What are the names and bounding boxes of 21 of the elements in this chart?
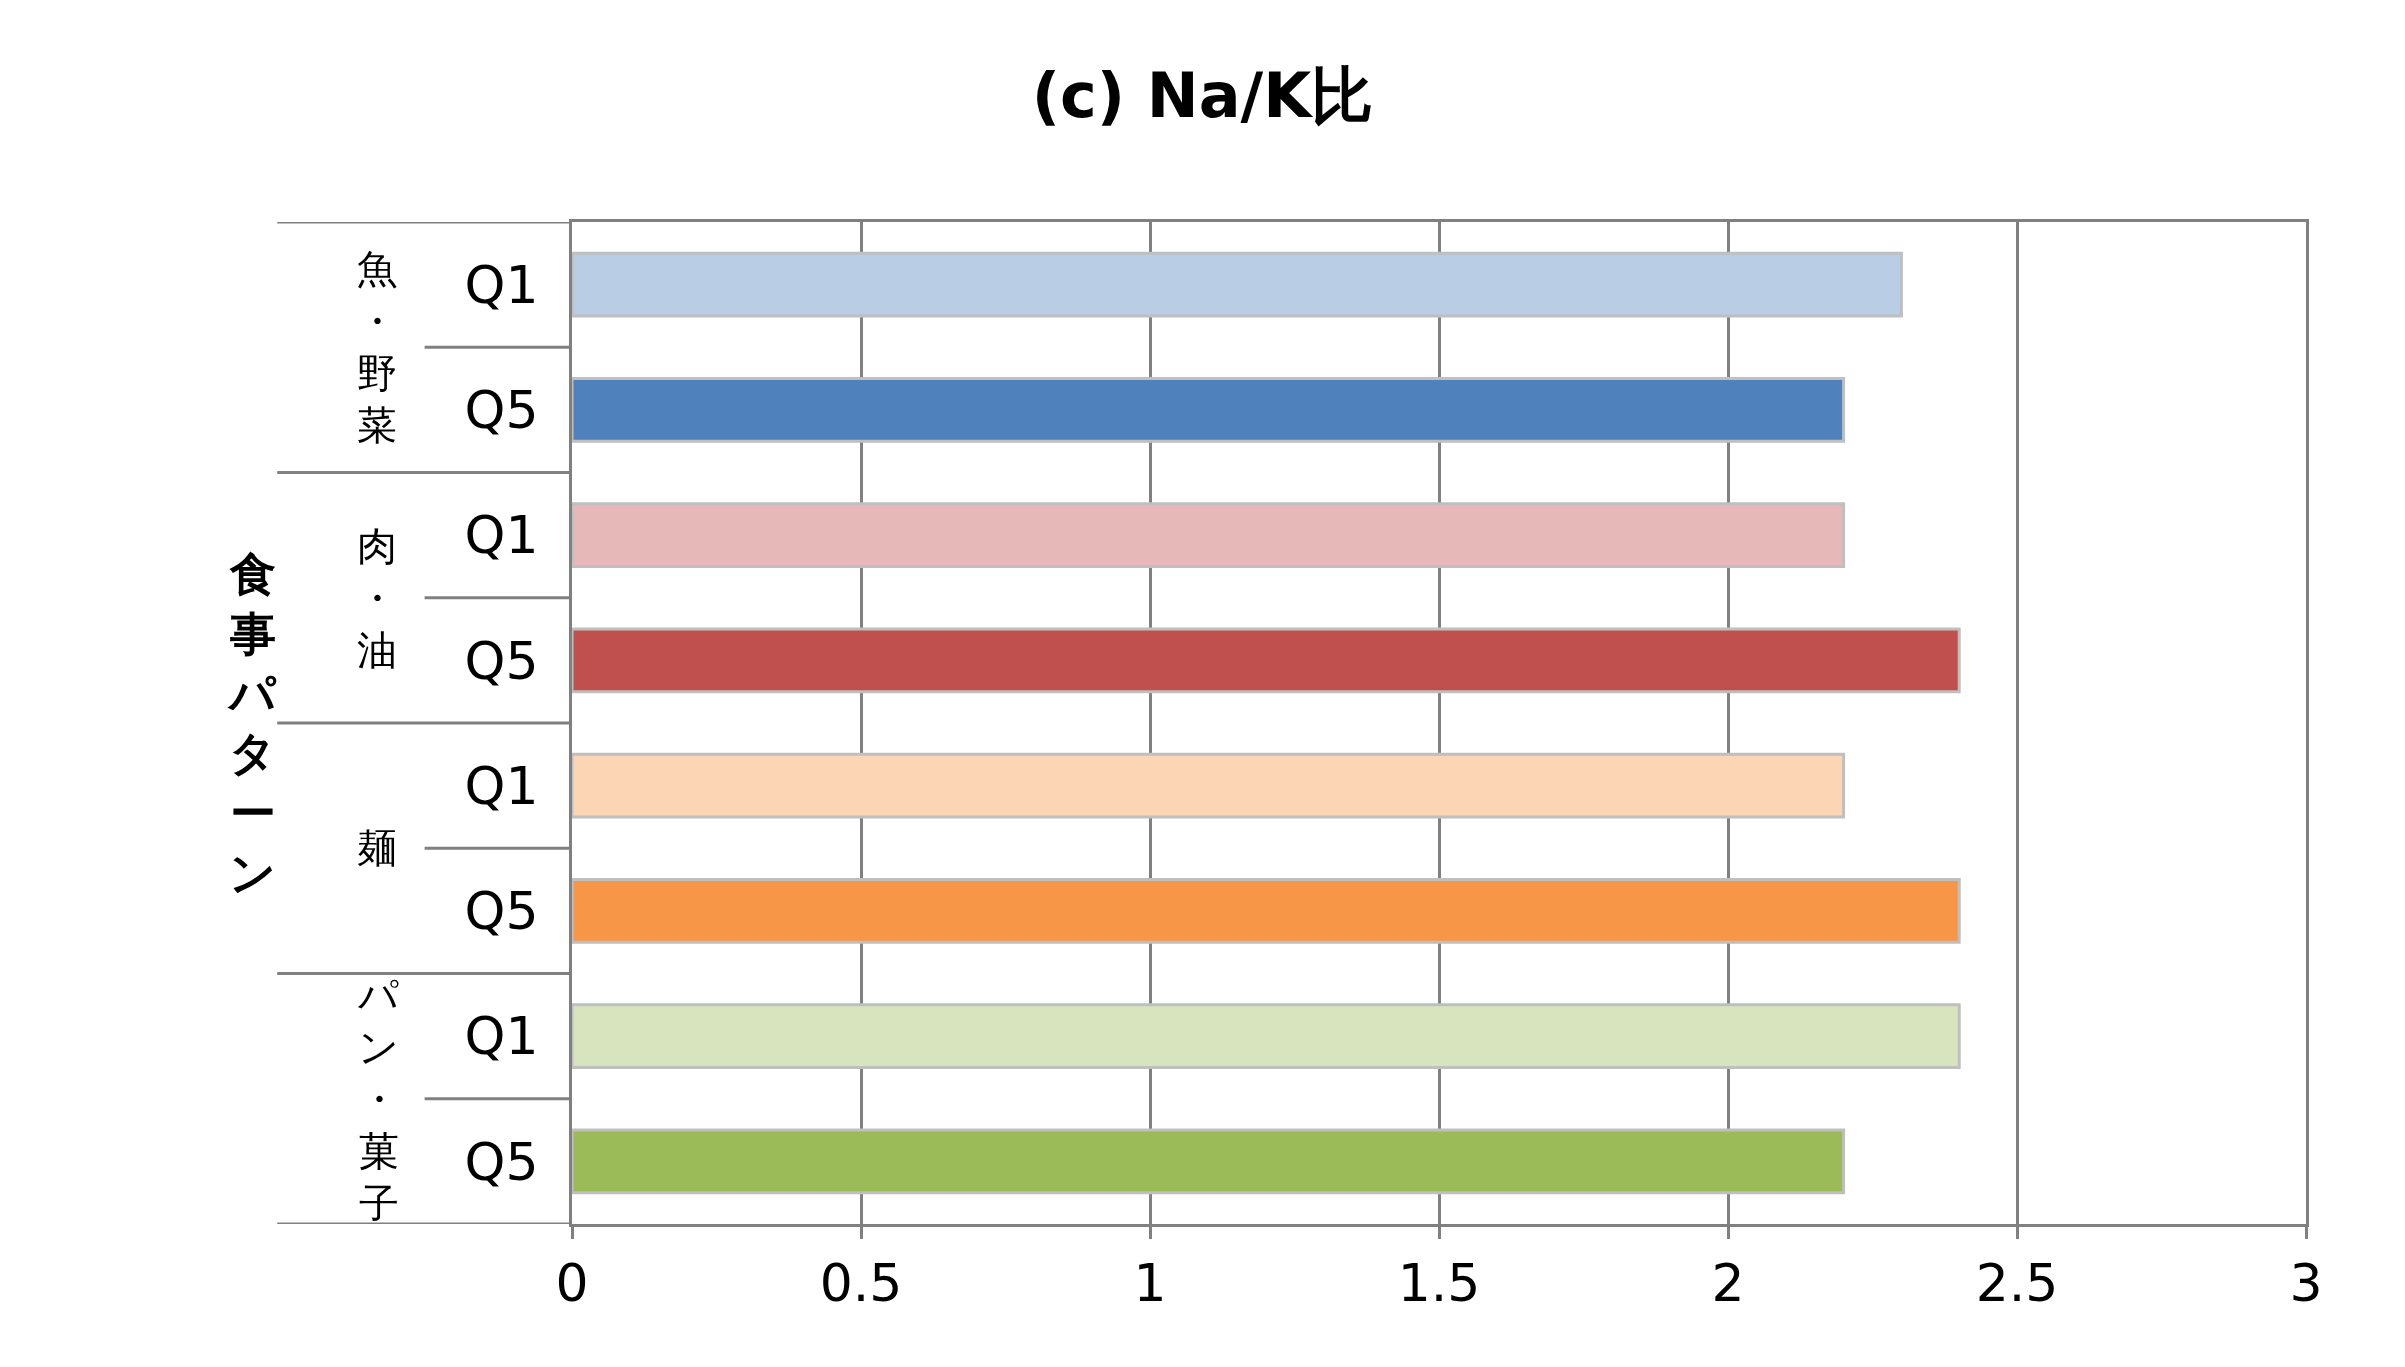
text: 麺 (357, 825, 397, 871)
x-tick-label: 1 (1133, 1253, 1167, 1314)
y-tick-label: Q5 (464, 630, 539, 691)
y-tick-label: Q1 (464, 755, 539, 816)
x-tick-label: 0 (555, 1253, 589, 1314)
x-tick-label: 3 (2289, 1253, 2323, 1314)
x-tick-label: 2 (1711, 1253, 1745, 1314)
x-tick-label: 2.5 (1975, 1253, 2059, 1314)
x-tick-label: 0.5 (819, 1253, 903, 1314)
y-tick-label: Q1 (464, 505, 539, 566)
text: 魚・野菜 (357, 246, 397, 448)
y-tick-label: Q1 (464, 254, 539, 315)
y-tick-label: Q1 (464, 1006, 539, 1067)
y-axis-title: 食事パターン (227, 547, 277, 900)
chart-title: (c) Na/K比 (1031, 59, 1374, 133)
y-tick-label: Q5 (464, 881, 539, 942)
text: パン・菓子 (357, 972, 399, 1226)
y-tick-label: Q5 (464, 1131, 539, 1192)
x-tick-label: 1.5 (1397, 1253, 1481, 1314)
text: 肉・油 (357, 523, 397, 673)
y-tick-label: Q5 (464, 380, 539, 441)
